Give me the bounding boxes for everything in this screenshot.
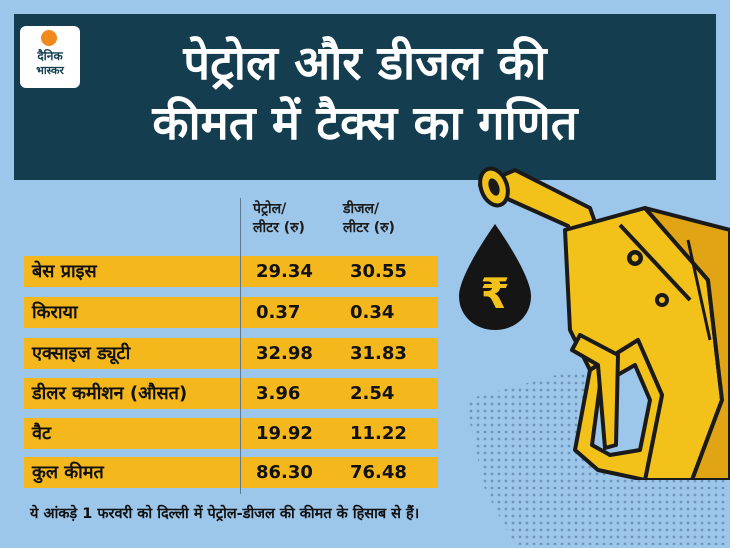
petrol-value: 29.34 [256, 261, 313, 282]
diesel-header-line-2: लीटर (रु) [343, 220, 395, 236]
row-label: वैट [32, 423, 52, 444]
petrol-value: 19.92 [256, 423, 313, 444]
table-row: वैट 19.92 11.22 [24, 418, 438, 449]
petrol-value: 0.37 [256, 302, 301, 323]
row-label: किराया [32, 302, 78, 323]
title-line-1: पेट्रोल और डीजल की [183, 36, 547, 91]
title-line-2: कीमत में टैक्स का गणित [152, 96, 578, 151]
table-row: बेस प्राइस 29.34 30.55 [24, 256, 438, 287]
sun-icon [41, 30, 57, 46]
logo-line-1: दैनिक [37, 49, 63, 63]
header-banner: दैनिक भास्कर पेट्रोल और डीजल की कीमत में… [14, 14, 716, 180]
column-divider [240, 198, 241, 494]
row-label: एक्साइज ड्यूटी [32, 343, 131, 364]
petrol-value: 3.96 [256, 383, 301, 404]
petrol-header-line-2: लीटर (रु) [253, 220, 305, 236]
row-label: बेस प्राइस [32, 261, 97, 282]
petrol-value: 86.30 [256, 462, 313, 483]
table-row: डीलर कमीशन (औसत) 3.96 2.54 [24, 378, 438, 409]
footnote: ये आंकड़े 1 फरवरी को दिल्ली में पेट्रोल-… [30, 506, 420, 522]
oil-drop-icon: ₹ [459, 224, 531, 330]
row-label: कुल कीमत [32, 462, 104, 483]
dainik-bhaskar-logo: दैनिक भास्कर [20, 26, 80, 88]
diesel-header-line-1: डीजल/ [343, 201, 380, 217]
logo-line-2: भास्कर [36, 64, 64, 77]
fuel-nozzle-icon [478, 166, 730, 480]
diesel-value: 76.48 [350, 462, 407, 483]
table-row: किराया 0.37 0.34 [24, 297, 438, 328]
diesel-value: 0.34 [350, 302, 395, 323]
row-label: डीलर कमीशन (औसत) [32, 383, 188, 404]
diesel-value: 2.54 [350, 383, 395, 404]
table-row-total: कुल कीमत 86.30 76.48 [24, 457, 438, 488]
diesel-column-header: डीजल/ लीटर (रु) [343, 200, 395, 238]
rupee-symbol: ₹ [480, 269, 509, 318]
petrol-column-header: पेट्रोल/ लीटर (रु) [253, 200, 305, 238]
table-row: एक्साइज ड्यूटी 32.98 31.83 [24, 338, 438, 369]
diesel-value: 31.83 [350, 343, 407, 364]
diesel-value: 11.22 [350, 423, 407, 444]
diesel-value: 30.55 [350, 261, 407, 282]
page-title: पेट्रोल और डीजल की कीमत में टैक्स का गणि… [14, 34, 716, 154]
petrol-header-line-1: पेट्रोल/ [253, 201, 287, 217]
petrol-value: 32.98 [256, 343, 313, 364]
